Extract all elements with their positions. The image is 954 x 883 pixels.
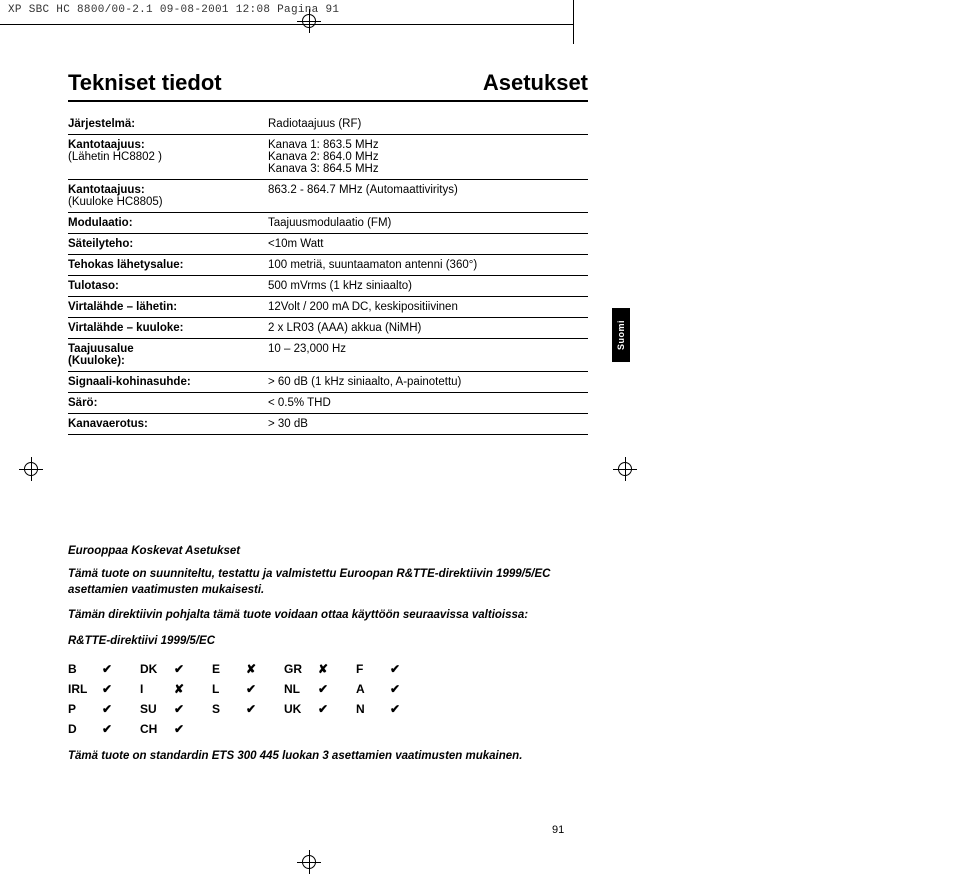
country-code: A (356, 679, 390, 699)
spec-label: Järjestelmä: (68, 114, 268, 135)
page-content: Tekniset tiedot Asetukset Järjestelmä:Ra… (68, 70, 588, 775)
reg-directive: R&TTE-direktiivi 1999/5/EC (68, 634, 588, 650)
country-mark: ✔ (174, 659, 212, 679)
country-code: S (212, 699, 246, 719)
spec-label: Särö: (68, 393, 268, 414)
spec-value: Radiotaajuus (RF) (268, 114, 588, 135)
spec-value: > 30 dB (268, 414, 588, 435)
country-row: B✔DK✔E✘GR✘F✔ (68, 659, 428, 679)
spec-row: Säteilyteho:<10m Watt (68, 234, 588, 255)
country-code: D (68, 719, 102, 739)
spec-label: Tehokas lähetysalue: (68, 255, 268, 276)
spec-label: Tulotaso: (68, 276, 268, 297)
country-code: UK (284, 699, 318, 719)
country-mark: ✔ (102, 679, 140, 699)
spec-row: Tulotaso:500 mVrms (1 kHz siniaalto) (68, 276, 588, 297)
country-code: P (68, 699, 102, 719)
print-header: XP SBC HC 8800/00-2.1 09-08-2001 12:08 P… (8, 4, 339, 16)
country-row: P✔SU✔S✔UK✔N✔ (68, 699, 428, 719)
spec-value: <10m Watt (268, 234, 588, 255)
spec-label: Säteilyteho: (68, 234, 268, 255)
spec-label: Virtalähde – kuuloke: (68, 318, 268, 339)
country-code: N (356, 699, 390, 719)
spec-row: Kanavaerotus:> 30 dB (68, 414, 588, 435)
spec-value: 10 – 23,000 Hz (268, 339, 588, 372)
spec-value: 100 metriä, suuntaamaton antenni (360°) (268, 255, 588, 276)
country-mark: ✔ (318, 679, 356, 699)
country-table: B✔DK✔E✘GR✘F✔IRL✔I✘L✔NL✔A✔P✔SU✔S✔UK✔N✔D✔C… (68, 659, 428, 739)
country-mark: ✘ (174, 679, 212, 699)
spec-value: < 0.5% THD (268, 393, 588, 414)
country-code: E (212, 659, 246, 679)
crop-mark (0, 24, 573, 25)
country-code: IRL (68, 679, 102, 699)
country-code: F (356, 659, 390, 679)
spec-label: Kantotaajuus:(Lähetin HC8802 ) (68, 135, 268, 180)
spec-value: 12Volt / 200 mA DC, keskipositiivinen (268, 297, 588, 318)
country-mark: ✔ (102, 699, 140, 719)
country-mark: ✔ (174, 699, 212, 719)
spec-row: Signaali-kohinasuhde:> 60 dB (1 kHz sini… (68, 372, 588, 393)
spec-row: Järjestelmä:Radiotaajuus (RF) (68, 114, 588, 135)
country-mark: ✔ (102, 659, 140, 679)
country-code: NL (284, 679, 318, 699)
spec-label: Signaali-kohinasuhde: (68, 372, 268, 393)
reg-footer: Tämä tuote on standardin ETS 300 445 luo… (68, 749, 588, 765)
spec-label: Kanavaerotus: (68, 414, 268, 435)
title-left: Tekniset tiedot (68, 70, 222, 96)
country-mark: ✔ (390, 699, 428, 719)
crop-mark (573, 0, 574, 44)
spec-value: > 60 dB (1 kHz siniaalto, A-painotettu) (268, 372, 588, 393)
country-mark: ✔ (318, 699, 356, 719)
country-mark: ✔ (246, 679, 284, 699)
language-tab: Suomi (612, 308, 630, 362)
country-mark: ✔ (390, 659, 428, 679)
regulations-section: Eurooppaa Koskevat Asetukset Tämä tuote … (68, 545, 588, 765)
spec-row: Särö:< 0.5% THD (68, 393, 588, 414)
spec-row: Kantotaajuus:(Kuuloke HC8805)863.2 - 864… (68, 180, 588, 213)
spec-value: 863.2 - 864.7 MHz (Automaattiviritys) (268, 180, 588, 213)
spec-row: Virtalähde – lähetin:12Volt / 200 mA DC,… (68, 297, 588, 318)
spec-row: Tehokas lähetysalue:100 metriä, suuntaam… (68, 255, 588, 276)
spec-row: Kantotaajuus:(Lähetin HC8802 )Kanava 1: … (68, 135, 588, 180)
country-code: I (140, 679, 174, 699)
spec-label: Taajuusalue(Kuuloke): (68, 339, 268, 372)
reg-para-1: Tämä tuote on suunniteltu, testattu ja v… (68, 567, 588, 598)
reg-para-2: Tämän direktiivin pohjalta tämä tuote vo… (68, 608, 588, 624)
country-code: GR (284, 659, 318, 679)
country-mark: ✔ (174, 719, 212, 739)
spec-label: Modulaatio: (68, 213, 268, 234)
title-right: Asetukset (483, 70, 588, 96)
reg-heading: Eurooppaa Koskevat Asetukset (68, 545, 588, 557)
country-code: SU (140, 699, 174, 719)
spec-value: Kanava 1: 863.5 MHzKanava 2: 864.0 MHzKa… (268, 135, 588, 180)
country-mark: ✔ (246, 699, 284, 719)
spec-row: Modulaatio:Taajuusmodulaatio (FM) (68, 213, 588, 234)
country-mark: ✔ (390, 679, 428, 699)
country-code: B (68, 659, 102, 679)
country-mark: ✘ (246, 659, 284, 679)
spec-row: Taajuusalue(Kuuloke):10 – 23,000 Hz (68, 339, 588, 372)
country-mark: ✘ (318, 659, 356, 679)
spec-value: Taajuusmodulaatio (FM) (268, 213, 588, 234)
spec-label: Kantotaajuus:(Kuuloke HC8805) (68, 180, 268, 213)
country-row: IRL✔I✘L✔NL✔A✔ (68, 679, 428, 699)
spec-label: Virtalähde – lähetin: (68, 297, 268, 318)
country-code: L (212, 679, 246, 699)
page-titles: Tekniset tiedot Asetukset (68, 70, 588, 102)
country-row: D✔CH✔ (68, 719, 428, 739)
country-code: DK (140, 659, 174, 679)
country-mark: ✔ (102, 719, 140, 739)
page-number: 91 (552, 824, 564, 836)
country-code: CH (140, 719, 174, 739)
specs-table: Järjestelmä:Radiotaajuus (RF)Kantotaajuu… (68, 114, 588, 435)
spec-row: Virtalähde – kuuloke:2 x LR03 (AAA) akku… (68, 318, 588, 339)
spec-value: 500 mVrms (1 kHz siniaalto) (268, 276, 588, 297)
spec-value: 2 x LR03 (AAA) akkua (NiMH) (268, 318, 588, 339)
